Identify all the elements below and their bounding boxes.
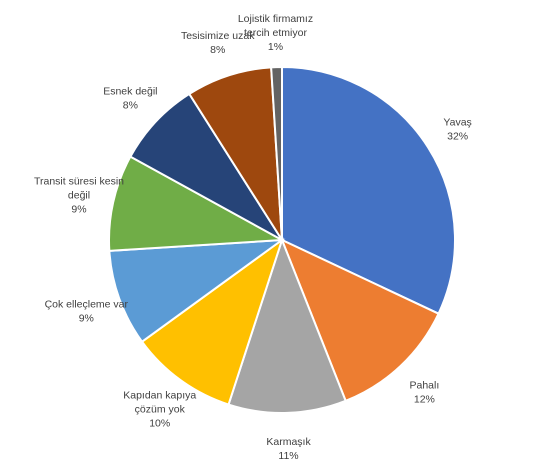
slices-layer xyxy=(108,65,456,414)
slice-label-cok-ellecleme-var: Çok elleçleme var 9% xyxy=(45,298,129,324)
slice-category-label: Kapıdan kapıya xyxy=(123,389,196,401)
slice-label-lojistik-firmamiz-tercih-etmiyor: Lojistik firmamız tercih etmiyor 1% xyxy=(238,13,313,53)
pie-slice-karmasik xyxy=(227,237,347,414)
pie-slice-yavas xyxy=(281,65,456,315)
slice-percent-label: 9% xyxy=(79,312,94,324)
slice-label-esnek-degil: Esnek değil 8% xyxy=(103,86,157,112)
labels-layer: Yavaş 32% Pahalı 12% Karmaşık 11% Kapıdan kapı… xyxy=(34,13,472,462)
slice-category-label: değil xyxy=(68,190,90,202)
slice-percent-label: 8% xyxy=(123,100,138,112)
pie-slice-cok-ellecleme-var xyxy=(108,238,286,344)
slice-category-label: tercih etmiyor xyxy=(244,27,308,39)
slice-label-tesisimize-uzak: Tesisimize uzak 8% xyxy=(181,30,255,56)
slice-category-label: Esnek değil xyxy=(103,86,157,98)
slice-category-label: Çok elleçleme var xyxy=(45,298,129,310)
slice-label-karmasik: Karmaşık 11% xyxy=(266,436,311,462)
pie-slice-lojistik-firmamiz-tercih-etmiyor xyxy=(270,65,283,241)
slice-percent-label: 10% xyxy=(149,417,170,429)
pie-slice-kapidan-kapiya-cozum-yok xyxy=(140,237,284,406)
slice-label-kapidan-kapiya-cozum-yok: Kapıdan kapıya çözüm yok 10% xyxy=(123,389,196,429)
slice-category-label: Lojistik firmamız xyxy=(238,13,313,25)
slice-percent-label: 11% xyxy=(278,450,298,462)
slice-percent-label: 1% xyxy=(268,41,283,53)
slice-category-label: Pahalı xyxy=(409,380,439,392)
slice-label-pahali: Pahalı 12% xyxy=(409,380,439,406)
slice-category-label: çözüm yok xyxy=(135,403,186,415)
pie-slice-pahali xyxy=(280,238,440,403)
slice-percent-label: 9% xyxy=(71,204,86,216)
slice-label-transit-suresi-kesin-degil: Transit süresi kesin değil 9% xyxy=(34,176,124,216)
slice-category-label: Karmaşık xyxy=(266,436,311,448)
slice-percent-label: 8% xyxy=(210,44,225,56)
slice-category-label: Transit süresi kesin xyxy=(34,176,124,188)
pie-slice-transit-suresi-kesin-degil xyxy=(108,155,286,252)
slice-percent-label: 12% xyxy=(414,394,435,406)
slice-category-label: Tesisimize uzak xyxy=(181,30,255,42)
slice-label-yavas: Yavaş 32% xyxy=(443,117,471,143)
slice-percent-label: 32% xyxy=(447,131,468,143)
slice-category-label: Yavaş xyxy=(443,117,471,129)
